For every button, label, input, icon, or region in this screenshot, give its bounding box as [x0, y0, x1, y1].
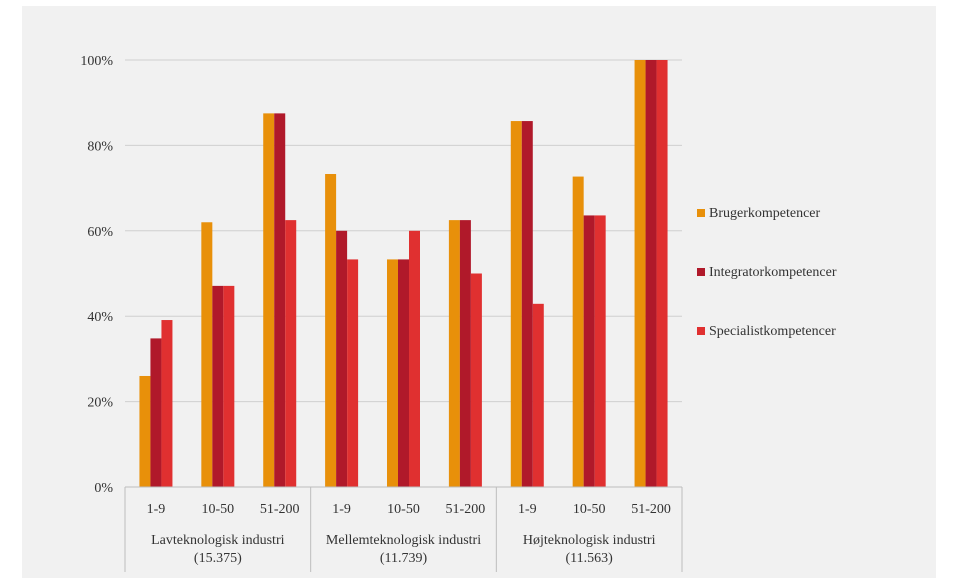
- legend-swatch: [697, 209, 705, 217]
- x-tick-label: 1-9: [147, 502, 166, 517]
- bar: [448, 220, 460, 487]
- bar: [470, 273, 482, 487]
- bar: [510, 121, 522, 487]
- x-tick-label: 10-50: [201, 502, 234, 517]
- y-tick-label: 40%: [87, 310, 113, 325]
- legend: Brugerkompetencer Integratorkompetencer Sp…: [697, 206, 837, 339]
- group-count: (15.375): [194, 551, 242, 566]
- bar: [223, 285, 235, 487]
- group-count: (11.739): [380, 551, 428, 566]
- bar: [594, 215, 606, 488]
- bar: [583, 215, 595, 488]
- bar: [634, 60, 646, 487]
- x-tick-label: 1-9: [518, 502, 537, 517]
- x-axis: 1-9 10-50 51-200 Lavteknologisk industri (15…: [124, 486, 683, 572]
- group-label: Mellemteknologisk industri: [326, 533, 481, 548]
- bar: [336, 230, 348, 488]
- bar: [387, 259, 398, 487]
- bar: [572, 176, 584, 488]
- bar: [656, 60, 668, 487]
- group-count: (11.563): [566, 551, 614, 566]
- bar: [139, 375, 151, 487]
- bar: [201, 222, 213, 487]
- y-tick-label: 100%: [80, 54, 113, 69]
- chart-panel: 0% 20% 40% 60% 80% 100% 1-9 10-50 51-200 Lavtekn…: [22, 6, 936, 578]
- legend-swatch: [697, 268, 705, 276]
- legend-label: Integratorkompetencer: [709, 265, 837, 280]
- bar: [645, 60, 657, 487]
- bar: [459, 220, 471, 487]
- y-tick-label: 20%: [87, 396, 113, 411]
- group-label: Højteknologisk industri: [523, 533, 656, 548]
- legend-label: Brugerkompetencer: [709, 206, 821, 221]
- x-tick-label: 51-200: [446, 502, 486, 517]
- x-tick-label: 10-50: [573, 502, 606, 517]
- group-label: Lavteknologisk industri: [151, 533, 284, 548]
- bar: [409, 230, 420, 488]
- bar: [150, 338, 162, 487]
- x-tick-label: 10-50: [387, 502, 420, 517]
- bar: [263, 113, 275, 487]
- bar: [521, 121, 533, 487]
- bar: [274, 113, 286, 487]
- y-tick-label: 0%: [94, 481, 113, 496]
- bar: [285, 220, 297, 487]
- y-axis-ticks: 0% 20% 40% 60% 80% 100%: [80, 54, 113, 496]
- bar: [398, 259, 409, 487]
- x-tick-label: 1-9: [332, 502, 351, 517]
- bar: [325, 174, 337, 487]
- bar: [532, 303, 544, 487]
- bar: [161, 320, 173, 487]
- y-tick-label: 80%: [87, 139, 113, 154]
- legend-label: Specialistkompetencer: [709, 324, 836, 339]
- legend-swatch: [697, 327, 705, 335]
- x-tick-label: 51-200: [631, 502, 671, 517]
- bar-chart: 0% 20% 40% 60% 80% 100% 1-9 10-50 51-200 Lavtekn…: [80, 54, 837, 572]
- x-tick-label: 51-200: [260, 502, 300, 517]
- y-tick-label: 60%: [87, 225, 113, 240]
- bar: [212, 285, 224, 487]
- bar: [347, 259, 359, 487]
- bars: [139, 60, 668, 488]
